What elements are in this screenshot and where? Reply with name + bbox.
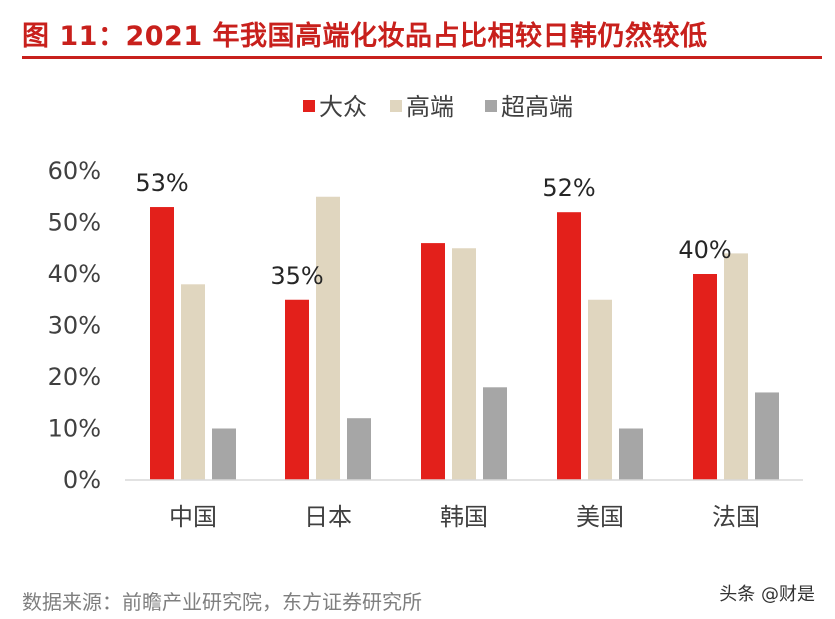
data-label: 35% xyxy=(270,262,323,290)
bar xyxy=(316,196,340,480)
data-label: 53% xyxy=(135,169,188,197)
legend-swatch xyxy=(485,100,497,112)
y-tick-label: 20% xyxy=(48,363,101,391)
x-tick-label: 中国 xyxy=(169,503,217,531)
y-tick-label: 30% xyxy=(48,312,101,340)
y-tick-label: 40% xyxy=(48,260,101,288)
data-label: 40% xyxy=(678,236,731,264)
legend-swatch xyxy=(303,100,315,112)
title-underline xyxy=(22,56,822,59)
x-axis: 中国 日本 韩国 美国 法国 xyxy=(169,503,760,531)
x-tick-label: 法国 xyxy=(712,503,760,531)
data-labels: 53% 35% 52% 40% xyxy=(135,169,731,290)
bar xyxy=(181,284,205,480)
y-axis: 0% 10% 20% 30% 40% 50% 60% xyxy=(48,157,101,494)
x-tick-label: 日本 xyxy=(304,503,352,531)
legend: 大众 高端 超高端 xyxy=(303,93,573,121)
bar xyxy=(724,253,748,480)
legend-label: 高端 xyxy=(406,93,454,121)
data-label: 52% xyxy=(542,174,595,202)
bars xyxy=(150,196,779,481)
watermark: 头条 @财是 xyxy=(719,584,815,605)
legend-label: 超高端 xyxy=(501,93,573,121)
bar xyxy=(347,418,371,480)
bar xyxy=(483,387,507,480)
x-tick-label: 美国 xyxy=(576,503,624,531)
bar xyxy=(452,248,476,480)
bar xyxy=(755,392,779,480)
y-tick-label: 0% xyxy=(63,466,101,494)
bar xyxy=(557,212,581,480)
y-tick-label: 10% xyxy=(48,415,101,443)
y-tick-label: 50% xyxy=(48,209,101,237)
y-tick-label: 60% xyxy=(48,157,101,185)
chart-title: 图 11：2021 年我国高端化妆品占比相较日韩仍然较低 xyxy=(22,21,708,52)
x-tick-label: 韩国 xyxy=(440,503,488,531)
source-note: 数据来源：前瞻产业研究院，东方证券研究所 xyxy=(22,590,422,614)
legend-swatch xyxy=(390,100,402,112)
bar xyxy=(588,299,612,480)
bar xyxy=(693,274,717,480)
bar xyxy=(619,428,643,480)
bar xyxy=(212,428,236,480)
bar xyxy=(285,299,309,480)
bar xyxy=(150,207,174,481)
bar xyxy=(421,243,445,480)
legend-label: 大众 xyxy=(319,93,367,121)
